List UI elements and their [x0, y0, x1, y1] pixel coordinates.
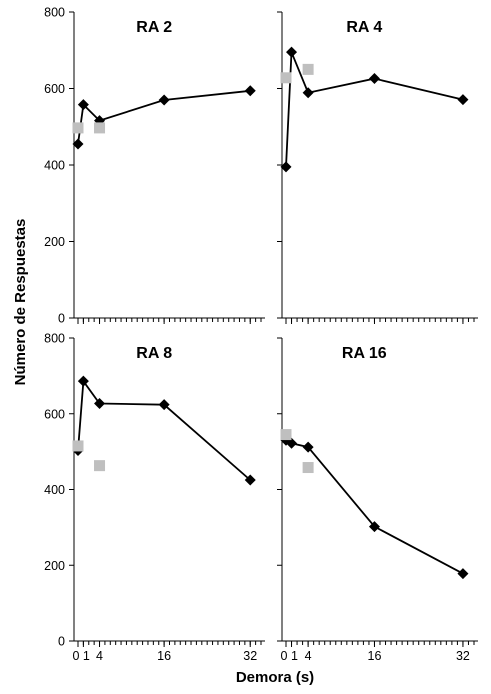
y-axis-title: Número de Respuestas	[12, 219, 29, 386]
diamond-marker	[77, 99, 89, 111]
x-tick-label: 32	[456, 649, 470, 663]
diamond-marker	[302, 87, 314, 99]
x-tick-label: 4	[96, 649, 103, 663]
diamond-marker	[72, 138, 84, 150]
y-tick-label: 200	[44, 559, 65, 573]
diamond-marker	[77, 375, 89, 387]
square-marker	[302, 462, 314, 474]
diamond-marker	[368, 73, 380, 85]
square-marker	[94, 122, 106, 134]
y-tick-label: 400	[44, 159, 65, 173]
diamond-marker	[244, 474, 256, 486]
diamond-marker	[158, 399, 170, 411]
y-tick-label: 0	[58, 312, 65, 326]
panel-1: 0 200 400 600 800 RA 2	[44, 6, 265, 326]
y-tick-label: 400	[44, 483, 65, 497]
series-line	[285, 439, 464, 575]
x-tick-label: 1	[291, 649, 298, 663]
diamond-marker	[457, 94, 469, 106]
x-tick-label: 4	[305, 649, 312, 663]
diamond-marker	[280, 161, 292, 173]
square-marker	[94, 460, 106, 472]
square-marker	[280, 72, 292, 84]
diamond-marker	[302, 441, 314, 453]
diamond-marker	[457, 568, 469, 580]
y-tick-label: 600	[44, 407, 65, 421]
square-marker	[302, 63, 314, 75]
y-tick-label: 200	[44, 235, 65, 249]
y-tick-label: 800	[44, 6, 65, 20]
panel-4: 0 1 4 16 32 RA 16	[277, 337, 478, 663]
x-tick-label: 16	[157, 649, 171, 663]
diamond-marker	[158, 94, 170, 106]
x-axis-title: Demora (s)	[236, 669, 314, 686]
square-marker	[72, 440, 84, 452]
panel-title: RA 2	[136, 19, 172, 36]
panel-2: RA 4	[277, 11, 478, 324]
square-marker	[280, 429, 292, 441]
panel-title: RA 4	[346, 19, 382, 36]
panel-title: RA 8	[136, 345, 172, 362]
diamond-marker	[286, 437, 298, 449]
y-tick-label: 0	[58, 635, 65, 649]
y-tick-label: 800	[44, 332, 65, 346]
diamond-marker	[94, 398, 106, 410]
x-tick-label: 0	[73, 649, 80, 663]
diamond-marker	[286, 46, 298, 58]
diamond-marker	[244, 85, 256, 97]
panel-title: RA 16	[342, 345, 387, 362]
diamond-marker	[368, 521, 380, 533]
x-tick-label: 1	[83, 649, 90, 663]
x-tick-label: 0	[281, 649, 288, 663]
y-tick-label: 600	[44, 82, 65, 96]
x-tick-label: 16	[368, 649, 382, 663]
square-marker	[72, 122, 84, 134]
x-tick-label: 32	[243, 649, 257, 663]
